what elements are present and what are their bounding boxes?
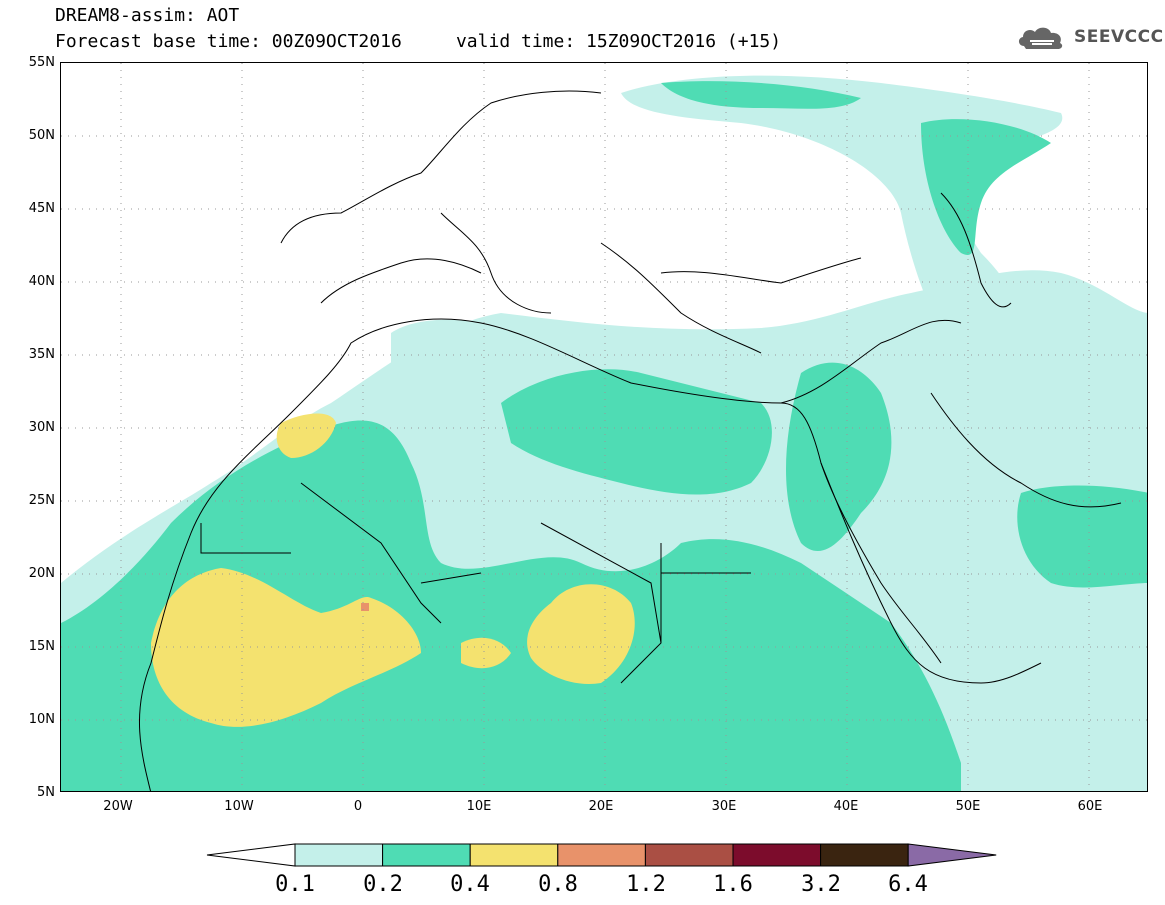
colorbar-segment [732, 843, 822, 867]
colorbar-label: 0.4 [450, 872, 490, 897]
colorbar [206, 843, 997, 867]
aot-contour-0.4 [276, 413, 336, 458]
aot-map [61, 63, 1147, 791]
aot-contour-0.8 [361, 603, 369, 611]
colorbar-segment [820, 843, 909, 867]
colorbar-segment [469, 843, 559, 867]
colorbar-label: 0.2 [363, 872, 403, 897]
colorbar-segment [644, 843, 734, 867]
lat-label: 5N [37, 785, 55, 800]
lon-label: 40E [833, 799, 859, 814]
colorbar-label: 0.1 [275, 872, 315, 897]
colorbar-segment [382, 843, 471, 867]
aot-contour-0.4 [527, 584, 635, 684]
lat-label: 25N [28, 493, 55, 508]
lat-label: 55N [28, 55, 55, 70]
map-panel [60, 62, 1148, 792]
lat-label: 30N [28, 420, 55, 435]
lat-label: 35N [28, 347, 55, 362]
lon-label: 30E [711, 799, 737, 814]
lon-label: 10W [224, 799, 254, 814]
colorbar-label: 0.8 [538, 872, 578, 897]
aot-contour-0.2 [1017, 485, 1147, 588]
colorbar-label: 1.2 [626, 872, 666, 897]
colorbar-lower-extension [206, 843, 296, 867]
forecast-time-info: Forecast base time: 00Z09OCT2016 valid t… [55, 31, 782, 52]
colorbar-label: 6.4 [888, 872, 928, 897]
lon-label: 20E [588, 799, 614, 814]
aot-contour-0.2 [501, 369, 772, 495]
lon-label: 10E [466, 799, 492, 814]
map-title: DREAM8-assim: AOT [55, 5, 240, 26]
aot-contour-0.1 [391, 319, 861, 393]
colorbar-label: 3.2 [801, 872, 841, 897]
colorbar-segment [557, 843, 646, 867]
coastlines [138, 90, 1122, 791]
aot-contour-0.2 [921, 119, 1051, 255]
lat-label: 50N [28, 128, 55, 143]
lat-label: 15N [28, 639, 55, 654]
cloud-logo-icon [1018, 27, 1063, 49]
colorbar-segment [294, 843, 384, 867]
graticule-lines [61, 63, 1147, 791]
lon-label: 0 [353, 799, 363, 814]
aot-contour-0.2 [786, 362, 892, 552]
lon-label: 60E [1077, 799, 1103, 814]
colorbar-label: 1.6 [713, 872, 753, 897]
lat-label: 20N [28, 566, 55, 581]
lat-label: 45N [28, 201, 55, 216]
lon-label: 50E [955, 799, 981, 814]
lat-label: 10N [28, 712, 55, 727]
logo-text: SEEVCCC [1074, 27, 1164, 47]
lat-label: 40N [28, 274, 55, 289]
colorbar-upper-extension [907, 843, 997, 867]
seevccc-logo: SEEVCCC [1016, 24, 1164, 50]
lon-label: 20W [103, 799, 133, 814]
aot-contour-0.2 [661, 81, 861, 109]
aot-contour-0.4 [461, 637, 511, 669]
